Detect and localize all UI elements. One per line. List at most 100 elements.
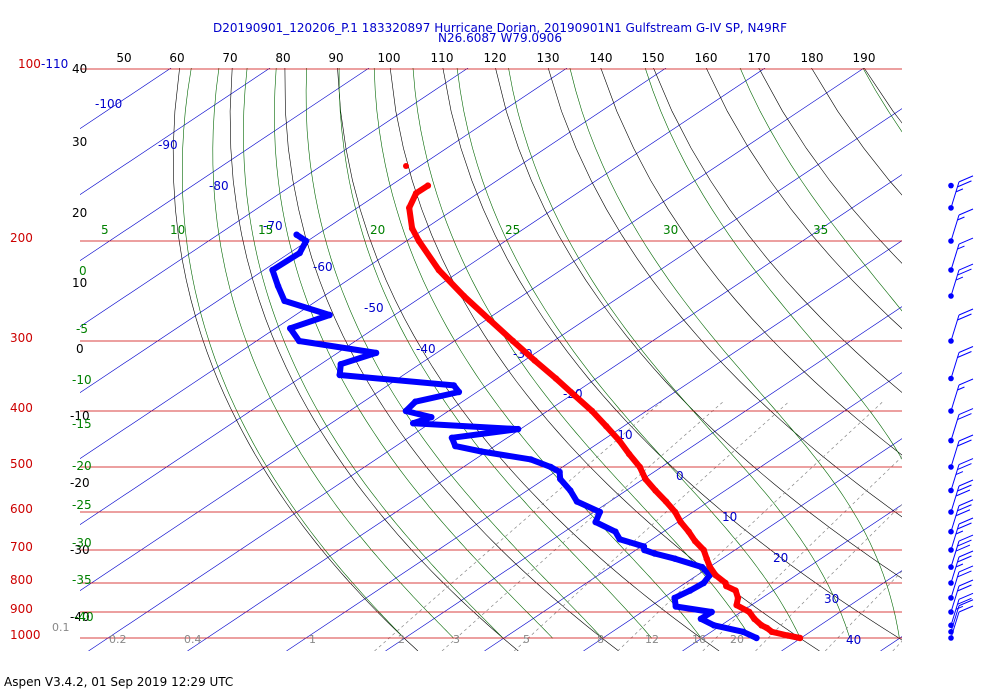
dewpoint-point xyxy=(612,528,619,535)
dewpoint-point xyxy=(640,543,648,550)
wind-barb-staff xyxy=(950,464,960,491)
mixing-ratio-line xyxy=(617,401,884,651)
dry-adiabat-line xyxy=(442,68,902,641)
wind-barb-flag xyxy=(958,592,974,600)
moist-adiabat-label: 5 xyxy=(101,223,109,237)
temperature-axis-label: 20 xyxy=(72,206,87,220)
isotherm-line xyxy=(187,174,902,651)
wind-barb-flag xyxy=(958,408,974,416)
temperature-series xyxy=(403,163,804,642)
wind-barb-staff xyxy=(950,214,960,242)
wind-barb-dot xyxy=(948,205,954,211)
isotherm-label: -80 xyxy=(209,179,229,193)
wind-barb-flag xyxy=(958,378,974,386)
dry-adiabat-line xyxy=(705,68,902,330)
temperature-point xyxy=(784,632,791,639)
temperature-point xyxy=(671,508,679,516)
top-scale-label: 170 xyxy=(748,51,771,65)
chart-grid xyxy=(0,68,1000,651)
dewpoint-point xyxy=(410,420,417,427)
isotherm-line xyxy=(484,372,902,651)
temperature-point xyxy=(626,450,633,458)
dewpoint-point xyxy=(556,468,563,476)
dewpoint-point xyxy=(671,594,678,602)
dewpoint-point xyxy=(402,407,410,415)
wind-barb-staff xyxy=(950,556,960,584)
dewpoint-point xyxy=(592,518,599,526)
temperature-axis-label: -40 xyxy=(70,610,90,624)
temperature-point xyxy=(763,624,770,632)
pressure-label: 500 xyxy=(10,457,33,471)
dewpoint-point xyxy=(739,628,747,635)
wind-barb-staff xyxy=(950,243,960,271)
temperature-point xyxy=(734,594,742,602)
moist-adiabat-line xyxy=(508,68,851,639)
temperature-point xyxy=(460,292,467,300)
temperature-point xyxy=(403,163,409,169)
isotherm-line xyxy=(80,68,865,592)
pressure-label: 1000 xyxy=(10,628,41,642)
top-scale-label: 140 xyxy=(590,51,613,65)
wind-barb-staff xyxy=(950,599,960,626)
pressure-label-top-temp: -110 xyxy=(41,57,68,71)
temperature-axis-label: 30 xyxy=(72,135,87,149)
temperature-point xyxy=(732,587,739,594)
temperature-line xyxy=(406,182,803,641)
moist-adiabat-line xyxy=(243,68,504,639)
moist-adiabat-line xyxy=(862,68,902,133)
isotherm-line xyxy=(980,68,1000,651)
isotherm-line xyxy=(80,68,271,196)
moist-adiabat-label: 20 xyxy=(370,223,385,237)
temperature-axis-label: -30 xyxy=(70,543,90,557)
dewpoint-point xyxy=(651,550,658,557)
top-scale-label: 60 xyxy=(169,51,184,65)
dewpoint-point xyxy=(708,608,715,616)
dewpoint-point xyxy=(372,349,380,357)
temperature-point xyxy=(486,316,493,323)
temperature-axis-label: 10 xyxy=(72,276,87,290)
top-scale-label: 180 xyxy=(801,51,824,65)
chart-title: D20190901_120206_P.1 183320897 Hurricane… xyxy=(212,21,788,35)
dry-adiabat-line xyxy=(229,68,519,651)
wind-barb-flag xyxy=(955,489,971,497)
mixing-ratio-label: 20 xyxy=(730,633,744,646)
dewpoint-series xyxy=(269,231,760,642)
pressure-label: 700 xyxy=(10,540,33,554)
isotherm-line xyxy=(0,68,72,651)
wind-barb-flag xyxy=(957,597,972,605)
isotherm-label: 30 xyxy=(824,592,839,606)
top-scale-label: 90 xyxy=(328,51,343,65)
wind-barb-dot xyxy=(948,629,954,635)
moist-adiabat-line xyxy=(569,68,900,639)
wind-barb-staff xyxy=(950,523,960,551)
wind-barb-flag xyxy=(958,550,974,558)
temperature-point xyxy=(712,572,719,579)
isotherm-label: -100 xyxy=(95,97,122,111)
wind-barb-flag xyxy=(958,434,974,442)
dewpoint-point xyxy=(296,249,303,257)
temperature-point xyxy=(636,463,643,471)
wind-barb-staff xyxy=(950,585,960,613)
isotherm-line xyxy=(682,504,902,651)
isotherm-line xyxy=(880,636,902,651)
wind-barb-flag xyxy=(955,605,964,610)
wind-barb-staff xyxy=(950,414,960,441)
moist-adiabat-label: -5 xyxy=(76,322,88,336)
wind-barb-staff xyxy=(950,384,960,412)
dewpoint-point xyxy=(527,456,534,463)
top-scale-label: 160 xyxy=(695,51,718,65)
temperature-point xyxy=(406,204,413,212)
isotherm-label: -90 xyxy=(158,138,178,152)
moist-adiabat-line xyxy=(412,68,752,639)
temperature-point xyxy=(652,487,659,494)
isotherm-line xyxy=(583,438,902,651)
mixing-ratio-line xyxy=(702,456,902,651)
dry-adiabat-line xyxy=(600,68,902,456)
mixing-ratio-label: 0.4 xyxy=(184,633,202,646)
isotherm-line xyxy=(385,306,902,651)
top-scale-label: 70 xyxy=(222,51,237,65)
moist-adiabat-line xyxy=(182,68,405,639)
moist-adiabat-line xyxy=(338,68,653,639)
dewpoint-point xyxy=(672,603,679,610)
wind-barb-dot xyxy=(948,437,954,444)
